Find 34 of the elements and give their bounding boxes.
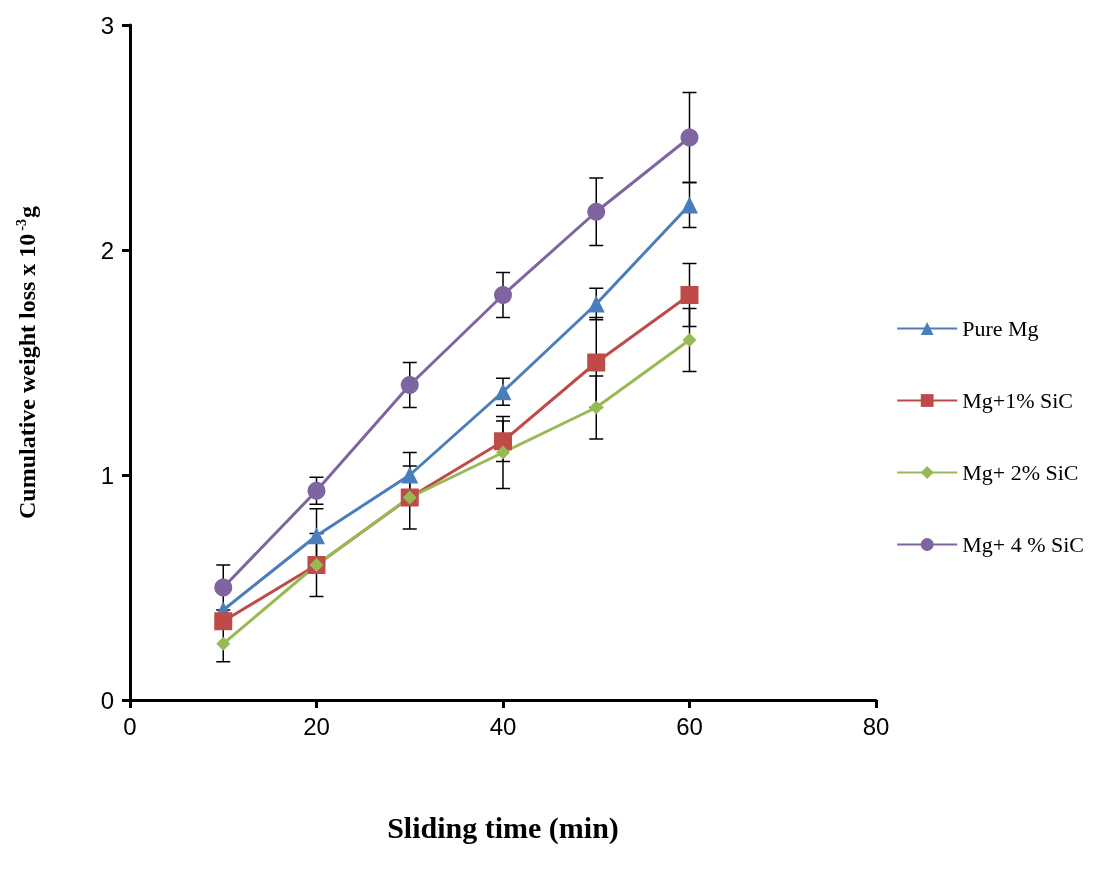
point: [494, 383, 512, 401]
point: [681, 196, 698, 214]
point: [400, 376, 419, 394]
point: [216, 636, 231, 651]
point: [308, 527, 325, 545]
y-tick-label: 1: [100, 461, 114, 489]
point: [307, 481, 326, 500]
x-axis-title: Sliding time (min): [387, 810, 619, 845]
x-tick-label: 80: [862, 712, 890, 740]
point: [494, 286, 512, 304]
y-axis-title: Cumulative weight loss x 10-3g: [13, 206, 40, 519]
y-tick-label: 3: [100, 11, 114, 39]
legend-label: Mg+1% SiC: [962, 388, 1074, 413]
x-tick-label: 0: [123, 712, 137, 740]
x-tick-label: 60: [676, 712, 703, 740]
point: [401, 466, 419, 484]
x-tick-label: 20: [303, 712, 330, 740]
legend-label: Mg+ 4 % SiC: [962, 532, 1085, 557]
point: [214, 578, 233, 597]
point: [680, 128, 699, 147]
point: [587, 202, 606, 221]
point: [494, 432, 512, 451]
point: [682, 333, 697, 347]
y-tick-label: 2: [100, 236, 114, 264]
point: [680, 286, 699, 304]
y-tick-label: 0: [100, 686, 114, 714]
legend-label: Mg+ 2% SiC: [962, 460, 1079, 485]
point: [589, 400, 604, 415]
point: [587, 295, 605, 313]
point: [214, 612, 233, 631]
legend-label: Pure Mg: [962, 316, 1039, 341]
point: [496, 445, 510, 460]
x-tick-label: 40: [489, 712, 517, 740]
point: [587, 353, 606, 372]
